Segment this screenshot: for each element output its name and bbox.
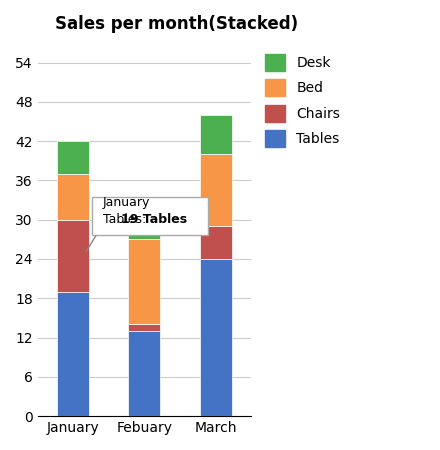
Legend: Desk, Bed, Chairs, Tables: Desk, Bed, Chairs, Tables (260, 50, 345, 151)
Bar (57, 174, 89, 220)
Text: Sales per month(Stacked): Sales per month(Stacked) (55, 15, 298, 33)
Text: Tables:: Tables: (103, 213, 150, 226)
Text: January: January (103, 196, 150, 209)
Text: January
Tables: 19 Tables: January Tables: 19 Tables (97, 202, 203, 230)
Bar (128, 324, 161, 331)
Bar (200, 259, 232, 416)
Bar (128, 239, 161, 324)
Bar (57, 141, 89, 174)
Bar (200, 154, 232, 226)
Bar (200, 226, 232, 259)
Text: 19 Tables: 19 Tables (121, 213, 187, 226)
Bar (128, 226, 161, 239)
Bar (57, 220, 89, 292)
Bar (57, 292, 89, 416)
Bar (200, 115, 232, 154)
Bar (128, 331, 161, 416)
